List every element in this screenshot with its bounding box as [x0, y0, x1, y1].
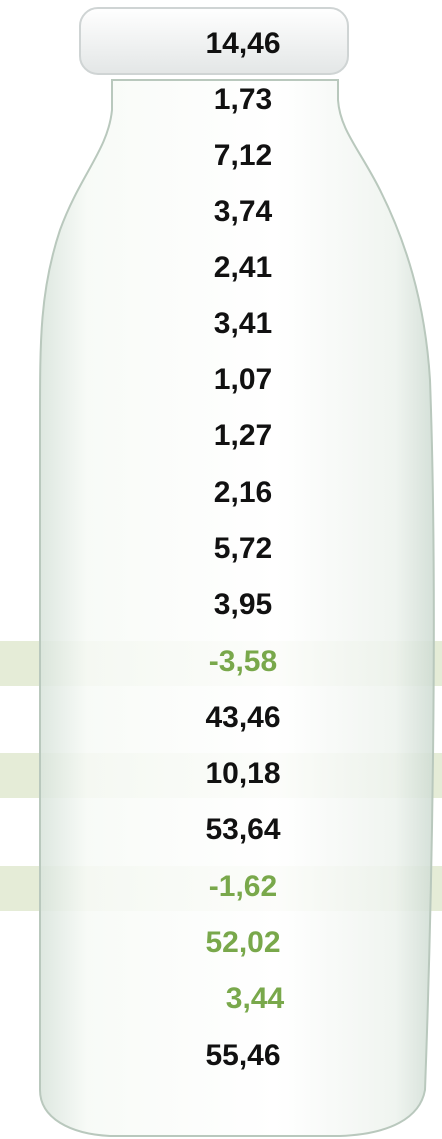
value-green: 3,44	[226, 982, 285, 1015]
value: 3,41	[214, 307, 272, 340]
value: 43,46	[205, 701, 280, 734]
value: 1,27	[214, 419, 272, 452]
values: 14,46 1,73 7,12 3,74 2,41 3,41 1,07 1,27…	[205, 27, 284, 1072]
value: 1,07	[214, 363, 272, 396]
value: 53,64	[205, 813, 280, 846]
bottle-body	[39, 79, 435, 1137]
value: 7,12	[214, 139, 272, 172]
value-negative: -1,62	[209, 870, 277, 903]
value-negative: -3,58	[209, 645, 277, 678]
value-green: 52,02	[205, 926, 280, 959]
value: 55,46	[205, 1039, 280, 1072]
value: 3,95	[214, 588, 272, 621]
value: 10,18	[205, 757, 280, 790]
value: 14,46	[205, 27, 280, 60]
value: 2,41	[214, 251, 272, 284]
bottle-cap	[79, 7, 349, 75]
value: 3,74	[214, 195, 273, 228]
value: 1,73	[214, 83, 272, 116]
value: 5,72	[214, 532, 272, 565]
value: 2,16	[214, 476, 272, 509]
